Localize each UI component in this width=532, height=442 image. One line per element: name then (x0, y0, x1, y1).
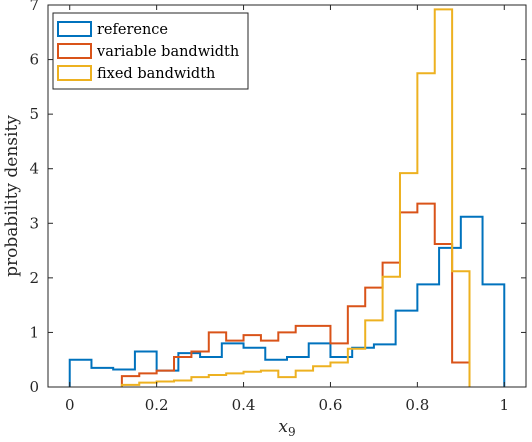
x-tick-label: 0.6 (319, 396, 343, 414)
legend-swatch-reference (57, 21, 92, 37)
series-fixed-bandwidth (120, 8, 471, 387)
legend-box (52, 12, 249, 90)
series-layer (68, 8, 506, 387)
x-axis-title: x9 (278, 417, 295, 439)
x-tick-label: 0.2 (145, 396, 169, 414)
legend-item-fixed-bandwidth: fixed bandwidth (57, 65, 215, 82)
y-axis-title: probability density (2, 115, 22, 277)
y-tick-label: 2 (29, 269, 39, 287)
y-tick-label: 6 (29, 51, 39, 69)
y-tick-label: 0 (29, 378, 39, 396)
legend-label-fixed-bandwidth: fixed bandwidth (97, 66, 215, 82)
legend-label-reference: reference (97, 22, 168, 38)
x-axis-title-subscript: 9 (288, 425, 296, 439)
legend-item-variable-bandwidth: variable bandwidth (57, 43, 239, 60)
legend-label-variable-bandwidth: variable bandwidth (96, 44, 239, 60)
y-tick-label: 5 (29, 105, 39, 123)
x-tick-label: 0.4 (232, 396, 256, 414)
y-tick-label: 3 (29, 214, 39, 232)
y-tick-label: 4 (29, 160, 39, 178)
plot-frame (47, 4, 527, 388)
series-variable-bandwidth (120, 202, 471, 387)
x-tick-label: 1 (499, 396, 509, 414)
series-reference (68, 215, 506, 387)
y-tick-label: 1 (29, 323, 39, 341)
legend-item-reference: reference (57, 21, 168, 38)
legend: reference variable bandwidth fixed bandw… (52, 12, 249, 90)
y-tick-label: 7 (29, 0, 39, 14)
x-tick-label: 0 (65, 396, 75, 414)
legend-swatch-fixed-bandwidth (57, 65, 92, 81)
x-tick-label: 0.8 (405, 396, 429, 414)
ticks-layer: 0 0.2 0.4 0.6 0.8 1 0 1 2 3 4 5 6 7 (29, 0, 526, 414)
legend-swatch-variable-bandwidth (57, 43, 92, 59)
